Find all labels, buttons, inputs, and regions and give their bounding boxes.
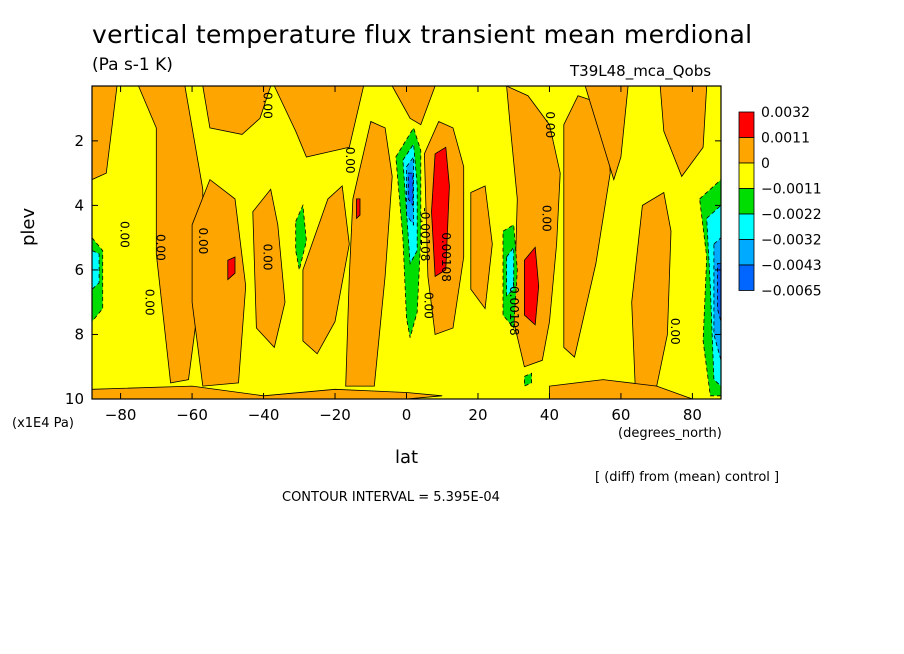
legend-label: −0.0043: [761, 258, 822, 274]
diff-note: [ (diff) from (mean) control ]: [595, 470, 780, 485]
x-axis: −80 −60 −40 −20 0 20 40 60 80: [105, 86, 702, 424]
contour-region: [345, 120, 393, 387]
color-legend: 0.0032 0.0011 0 −0.0011 −0.0022 −0.0032 −0.004…: [738, 105, 822, 300]
legend-label: 0.0032: [761, 105, 810, 121]
x-tick-label: 0: [402, 406, 412, 424]
legend-swatch: [738, 162, 755, 189]
x-axis-label: lat: [395, 447, 419, 468]
contour-region: [227, 256, 236, 281]
chart-title: vertical temperature flux transient mean…: [92, 20, 753, 49]
contour-region: [92, 385, 443, 399]
y-tick-label: 4: [74, 196, 84, 214]
x-axis-units: (degrees_north): [618, 426, 722, 441]
contour-label: -0.00108: [507, 282, 521, 336]
contour-region: [391, 86, 436, 126]
contour-region: [524, 246, 540, 326]
contour-region: [295, 203, 307, 270]
contour-region: [252, 188, 286, 349]
filled-regions: [92, 86, 721, 399]
x-tick-label: −60: [176, 406, 208, 424]
x-tick-label: 20: [468, 406, 487, 424]
contour-interval: CONTOUR INTERVAL = 5.395E-04: [282, 490, 500, 505]
chart-units: (Pa s-1 K): [92, 55, 173, 75]
y-axis-units: (x1E4 Pa): [12, 416, 74, 431]
legend-swatch: [738, 264, 755, 291]
x-tick-label: 80: [683, 406, 702, 424]
contour-region: [506, 86, 561, 368]
x-tick-label: 60: [611, 406, 630, 424]
y-tick-label: 8: [74, 325, 84, 343]
legend-label: −0.0022: [761, 207, 822, 223]
legend-swatch: [738, 188, 755, 215]
legend-label: −0.0011: [761, 182, 822, 198]
x-tick-label: −20: [319, 406, 351, 424]
contour-label: -0.00108: [418, 207, 432, 261]
legend-swatch: [738, 239, 755, 266]
legend-label: −0.0065: [761, 284, 822, 300]
contour-region: [202, 86, 272, 135]
contour-label: 0.00: [543, 111, 557, 138]
contour-region: [659, 86, 708, 178]
legend-label: 0: [761, 156, 770, 172]
contour-region: [631, 191, 672, 387]
contour-label: 0.00: [196, 228, 210, 255]
contour-region: [92, 86, 118, 181]
contour-labels: 0.00 0.00 0.00 0.00 0.00 0.00 0.00 -0.00108 0.00…: [118, 92, 682, 345]
contour-region: [506, 246, 515, 297]
contour-region: [302, 185, 350, 355]
contour-region: [431, 146, 450, 278]
contour-region: [524, 372, 532, 387]
contour-label: 0.00: [668, 318, 682, 345]
x-tick-label: −40: [248, 406, 280, 424]
contour-region: [356, 198, 361, 220]
run-name: T39L48_mca_Qobs: [570, 62, 712, 80]
y-tick-label: 6: [74, 261, 84, 279]
contour-label: 0.00: [539, 205, 553, 232]
contour-region: [273, 86, 365, 158]
contour-region: [191, 178, 247, 387]
y-tick-label: 2: [74, 132, 84, 150]
legend-swatch: [738, 111, 755, 138]
contour-label: 0.00108: [439, 232, 453, 282]
contour-label: 0.00: [118, 221, 132, 248]
legend-label: −0.0032: [761, 233, 822, 249]
contour-label: 0.00: [261, 244, 275, 271]
contour-region: [138, 86, 204, 384]
contour-label: 0.00: [343, 147, 357, 174]
y-axis: 2 4 6 8 10: [65, 132, 721, 408]
contour-label: 0.00: [143, 289, 157, 316]
contour-region: [717, 263, 721, 322]
x-tick-label: 40: [540, 406, 559, 424]
contour-region: [470, 185, 493, 310]
legend-swatch: [738, 213, 755, 240]
x-tick-label: −80: [105, 406, 137, 424]
contour-label: 0.00: [421, 292, 435, 319]
contour-region: [584, 86, 629, 181]
contour-region: [563, 95, 611, 358]
y-tick-label: 10: [65, 390, 84, 408]
legend-label: 0.0011: [761, 131, 810, 147]
legend-swatch: [738, 137, 755, 164]
contour-label: 0.00: [261, 92, 275, 119]
contour-label: 0.00: [153, 234, 167, 261]
contour-region: [407, 172, 414, 207]
